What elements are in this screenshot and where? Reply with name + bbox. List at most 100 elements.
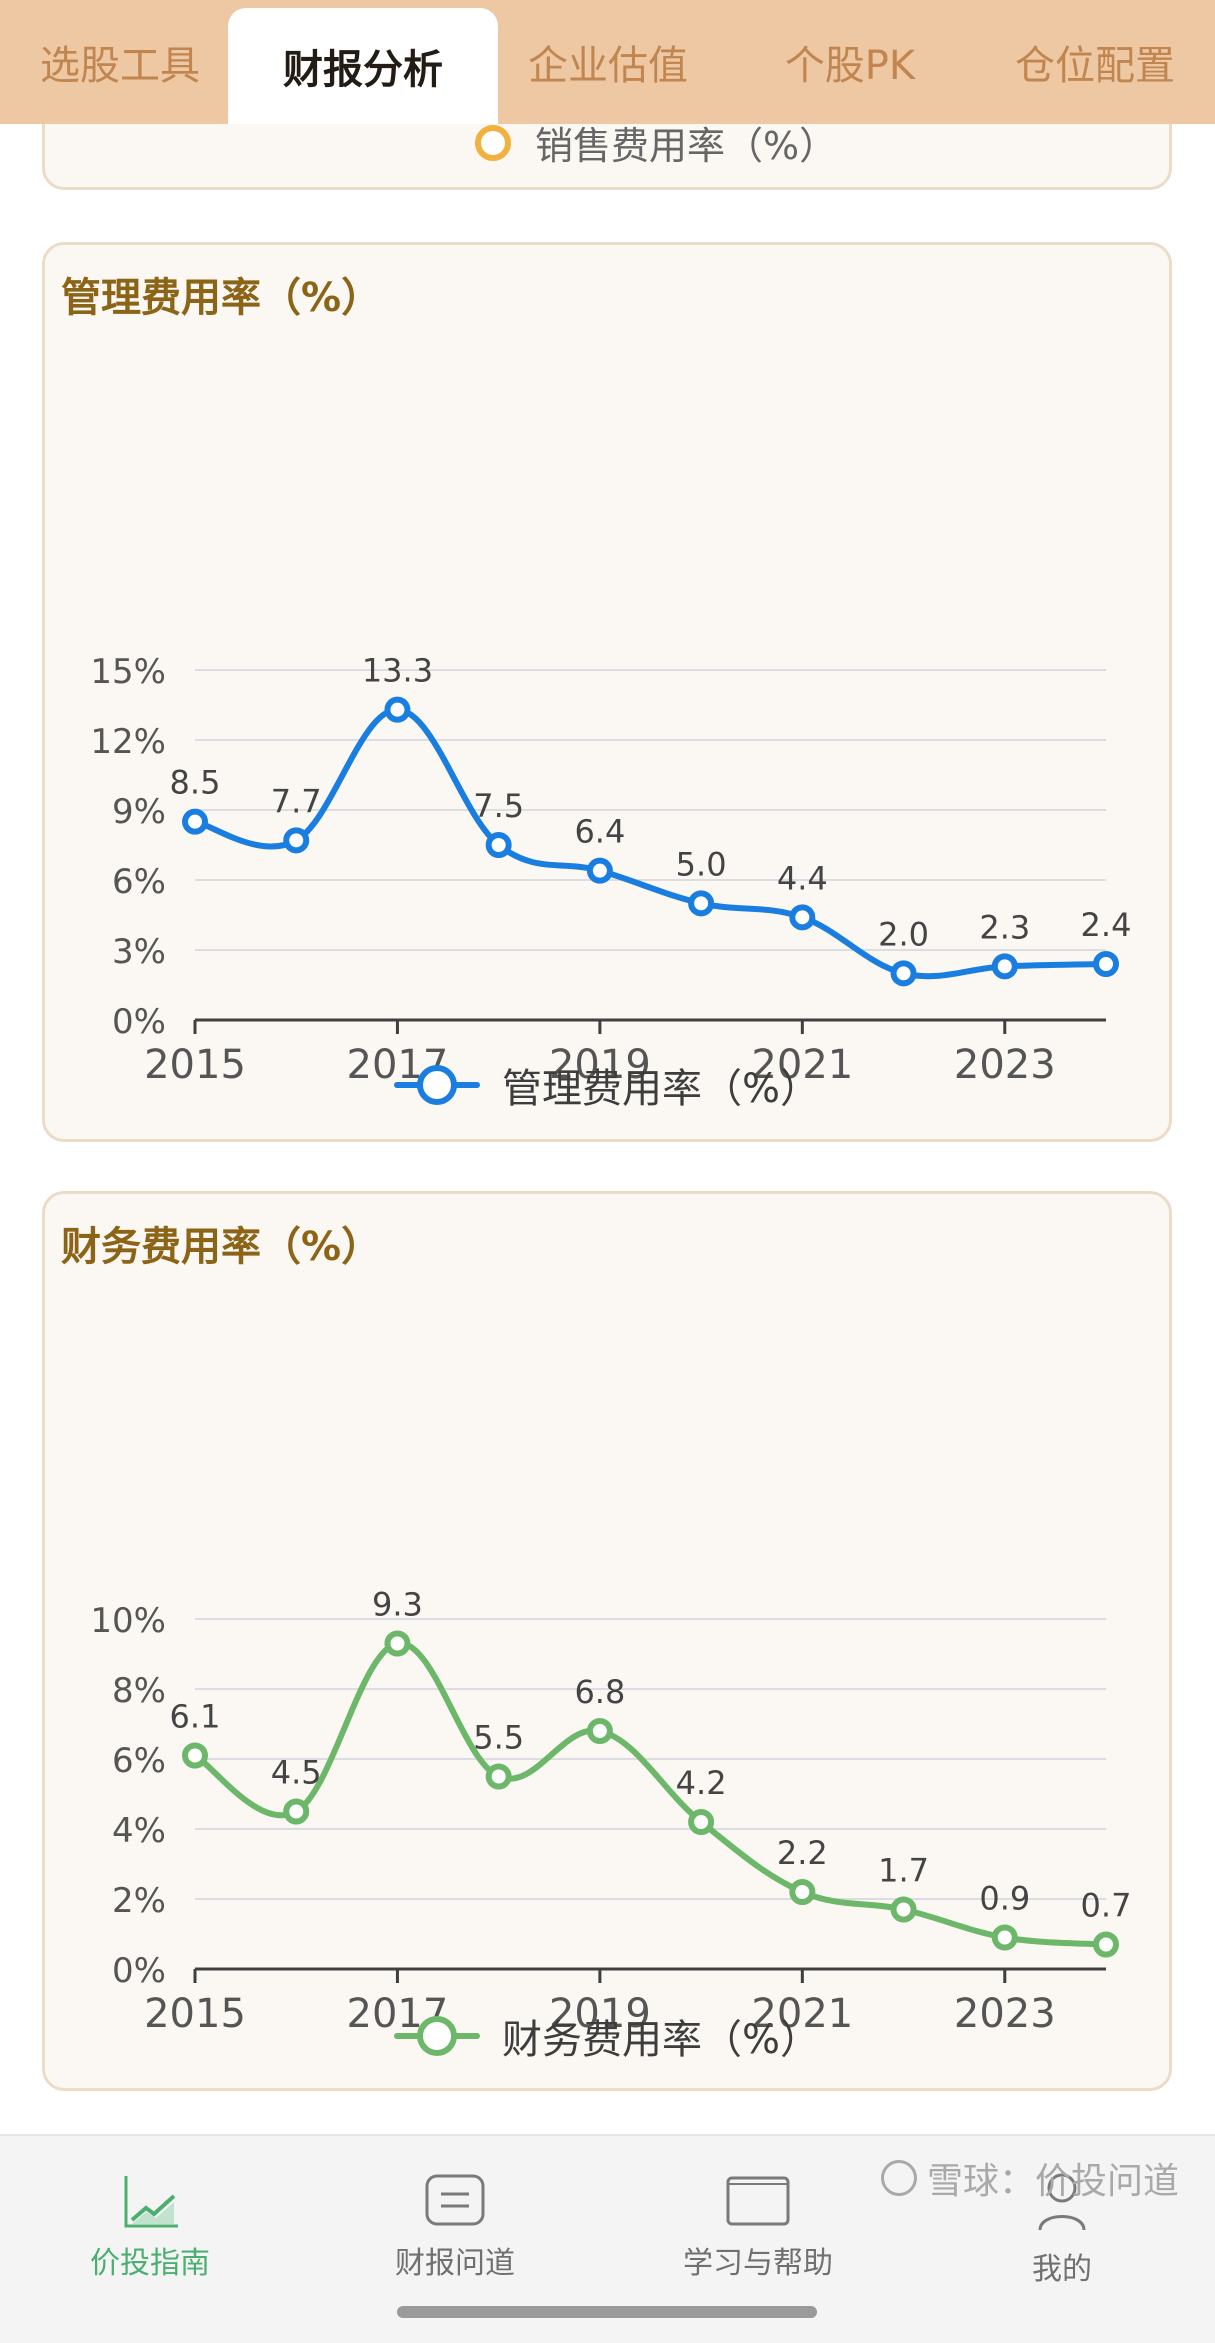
legend-marker-icon bbox=[393, 1063, 480, 1107]
data-point bbox=[991, 953, 1018, 980]
y-tick-label: 3% bbox=[112, 932, 166, 972]
data-point bbox=[1093, 1931, 1119, 1958]
data-label: 0.9 bbox=[979, 1880, 1030, 1918]
book-icon bbox=[726, 2176, 790, 2226]
chart-title: 财务费用率（%） bbox=[61, 1224, 382, 1270]
data-label: 2.2 bbox=[777, 1834, 828, 1872]
y-tick-label: 9% bbox=[112, 792, 166, 832]
y-tick-label: 0% bbox=[112, 1951, 166, 1991]
data-point bbox=[586, 1718, 613, 1744]
chart-legend[interactable]: 管理费用率（%） bbox=[45, 1056, 1169, 1114]
chart-finance-expense: 10%8%6%4%2%0%2015 2017 2019 2021 20236.14.59… bbox=[90, 1586, 1132, 2038]
data-label: 1.7 bbox=[878, 1852, 929, 1890]
series-line bbox=[192, 706, 1109, 980]
data-label: 4.4 bbox=[777, 859, 828, 897]
tab-stock-screener[interactable]: 选股工具 bbox=[40, 43, 200, 89]
legend-label: 财务费用率（%） bbox=[501, 2017, 820, 2063]
chart-legend[interactable]: 财务费用率（%） bbox=[45, 2007, 1169, 2065]
y-tick-label: 2% bbox=[112, 1881, 166, 1921]
legend-label: 管理费用率（%） bbox=[501, 1066, 820, 1112]
data-label: 0.7 bbox=[1081, 1887, 1132, 1925]
nav-label: 财报问道 bbox=[395, 2246, 515, 2281]
tab-financial-analysis[interactable]: 财报分析 bbox=[228, 8, 498, 124]
nav-label: 价投指南 bbox=[90, 2246, 210, 2281]
data-point bbox=[586, 857, 613, 884]
data-point bbox=[283, 1798, 310, 1825]
data-point bbox=[789, 1879, 816, 1905]
data-point bbox=[890, 960, 917, 987]
y-tick-label: 6% bbox=[112, 1741, 166, 1781]
chart-card-sales-expense: 销售费用率（%） bbox=[42, 124, 1172, 190]
data-label: 13.3 bbox=[362, 652, 433, 690]
data-point bbox=[890, 1896, 917, 1923]
home-indicator[interactable] bbox=[397, 2306, 817, 2318]
data-label: 4.5 bbox=[271, 1754, 322, 1792]
watermark-text: 雪球：价投问道 bbox=[926, 2161, 1179, 2202]
data-label: 8.5 bbox=[170, 764, 221, 802]
y-tick-label: 8% bbox=[112, 1671, 166, 1711]
watermark: 雪球：价投问道 bbox=[880, 2152, 1179, 2204]
data-point bbox=[384, 1630, 411, 1657]
chart-trend-icon bbox=[124, 2176, 178, 2228]
data-label: 7.5 bbox=[473, 787, 524, 825]
xueqiu-logo-icon bbox=[880, 2160, 917, 2196]
document-icon bbox=[425, 2174, 485, 2226]
y-tick-label: 4% bbox=[112, 1811, 166, 1851]
data-point bbox=[688, 890, 715, 917]
y-tick-label: 6% bbox=[112, 862, 166, 902]
tab-position-config[interactable]: 仓位配置 bbox=[1015, 43, 1175, 89]
legend-label: 销售费用率（%） bbox=[535, 124, 838, 168]
x-tick-label: 2021 bbox=[751, 1042, 853, 1088]
data-point bbox=[789, 904, 816, 931]
data-point bbox=[182, 808, 208, 835]
y-tick-label: 10% bbox=[90, 1601, 166, 1641]
data-point bbox=[384, 696, 411, 723]
x-tick-label: 2023 bbox=[954, 1042, 1056, 1088]
nav-item-learning-help[interactable]: 学习与帮助 bbox=[658, 2168, 858, 2282]
data-point bbox=[485, 1763, 512, 1790]
top-tab-bar: 选股工具 财报分析 企业估值 个股PK 仓位配置 bbox=[0, 0, 1215, 124]
chart-legend-sales-expense[interactable]: 销售费用率（%） bbox=[475, 124, 837, 170]
chart-title: 管理费用率（%） bbox=[61, 275, 382, 321]
legend-marker-icon bbox=[393, 2014, 480, 2058]
data-label: 2.0 bbox=[878, 915, 929, 953]
nav-label: 学习与帮助 bbox=[683, 2246, 833, 2281]
data-point bbox=[991, 1924, 1018, 1951]
nav-item-me[interactable]: 我的 bbox=[962, 2168, 1162, 2288]
data-label: 9.3 bbox=[372, 1586, 423, 1624]
y-tick-label: 12% bbox=[90, 722, 166, 762]
chart-card-admin-expense: 管理费用率（%） 15% 12% 9% 6% 3% 0% 2015 2017 2019 2021 2… bbox=[42, 242, 1172, 1142]
data-label: 4.2 bbox=[676, 1764, 727, 1802]
y-tick-label: 0% bbox=[112, 1002, 166, 1042]
x-tick-label: 2023 bbox=[954, 1991, 1056, 2037]
data-label: 6.1 bbox=[170, 1698, 221, 1736]
legend-marker-icon bbox=[475, 124, 511, 161]
user-icon bbox=[1038, 2173, 1086, 2231]
data-point bbox=[1093, 951, 1119, 977]
data-label: 6.8 bbox=[574, 1673, 625, 1711]
nav-item-guide[interactable]: 价投指南 bbox=[50, 2168, 250, 2282]
data-label: 2.4 bbox=[1081, 906, 1132, 944]
data-label: 6.4 bbox=[574, 813, 625, 851]
x-tick-label: 2015 bbox=[144, 1042, 246, 1088]
data-point bbox=[182, 1742, 208, 1769]
x-tick-label: 2019 bbox=[549, 1991, 651, 2037]
tab-stock-pk[interactable]: 个股PK bbox=[784, 43, 916, 89]
nav-item-report-qa[interactable]: 财报问道 bbox=[355, 2168, 555, 2282]
series-line bbox=[192, 1640, 1109, 1948]
y-tick-label: 15% bbox=[90, 652, 166, 692]
data-point bbox=[283, 827, 310, 854]
x-tick-label: 2015 bbox=[144, 1991, 246, 2037]
scroll-content[interactable]: 销售费用率（%） 管理费用率（%） 15% 12% 9% 6% 3% 0% 2015 2017… bbox=[0, 124, 1215, 2134]
tab-valuation[interactable]: 企业估值 bbox=[528, 43, 688, 89]
chart-card-finance-expense: 财务费用率（%） 10% 8% 6% 4% 2% 0% 2015 2017 2019 2021 20… bbox=[42, 1191, 1172, 2091]
nav-label: 我的 bbox=[1032, 2252, 1092, 2287]
data-point bbox=[485, 832, 512, 858]
data-label: 5.5 bbox=[473, 1719, 524, 1757]
data-label: 5.0 bbox=[676, 845, 727, 883]
x-tick-label: 2021 bbox=[751, 1991, 853, 2037]
data-label: 2.3 bbox=[979, 908, 1030, 946]
x-tick-label: 2019 bbox=[549, 1042, 651, 1088]
data-label: 7.7 bbox=[271, 782, 322, 820]
